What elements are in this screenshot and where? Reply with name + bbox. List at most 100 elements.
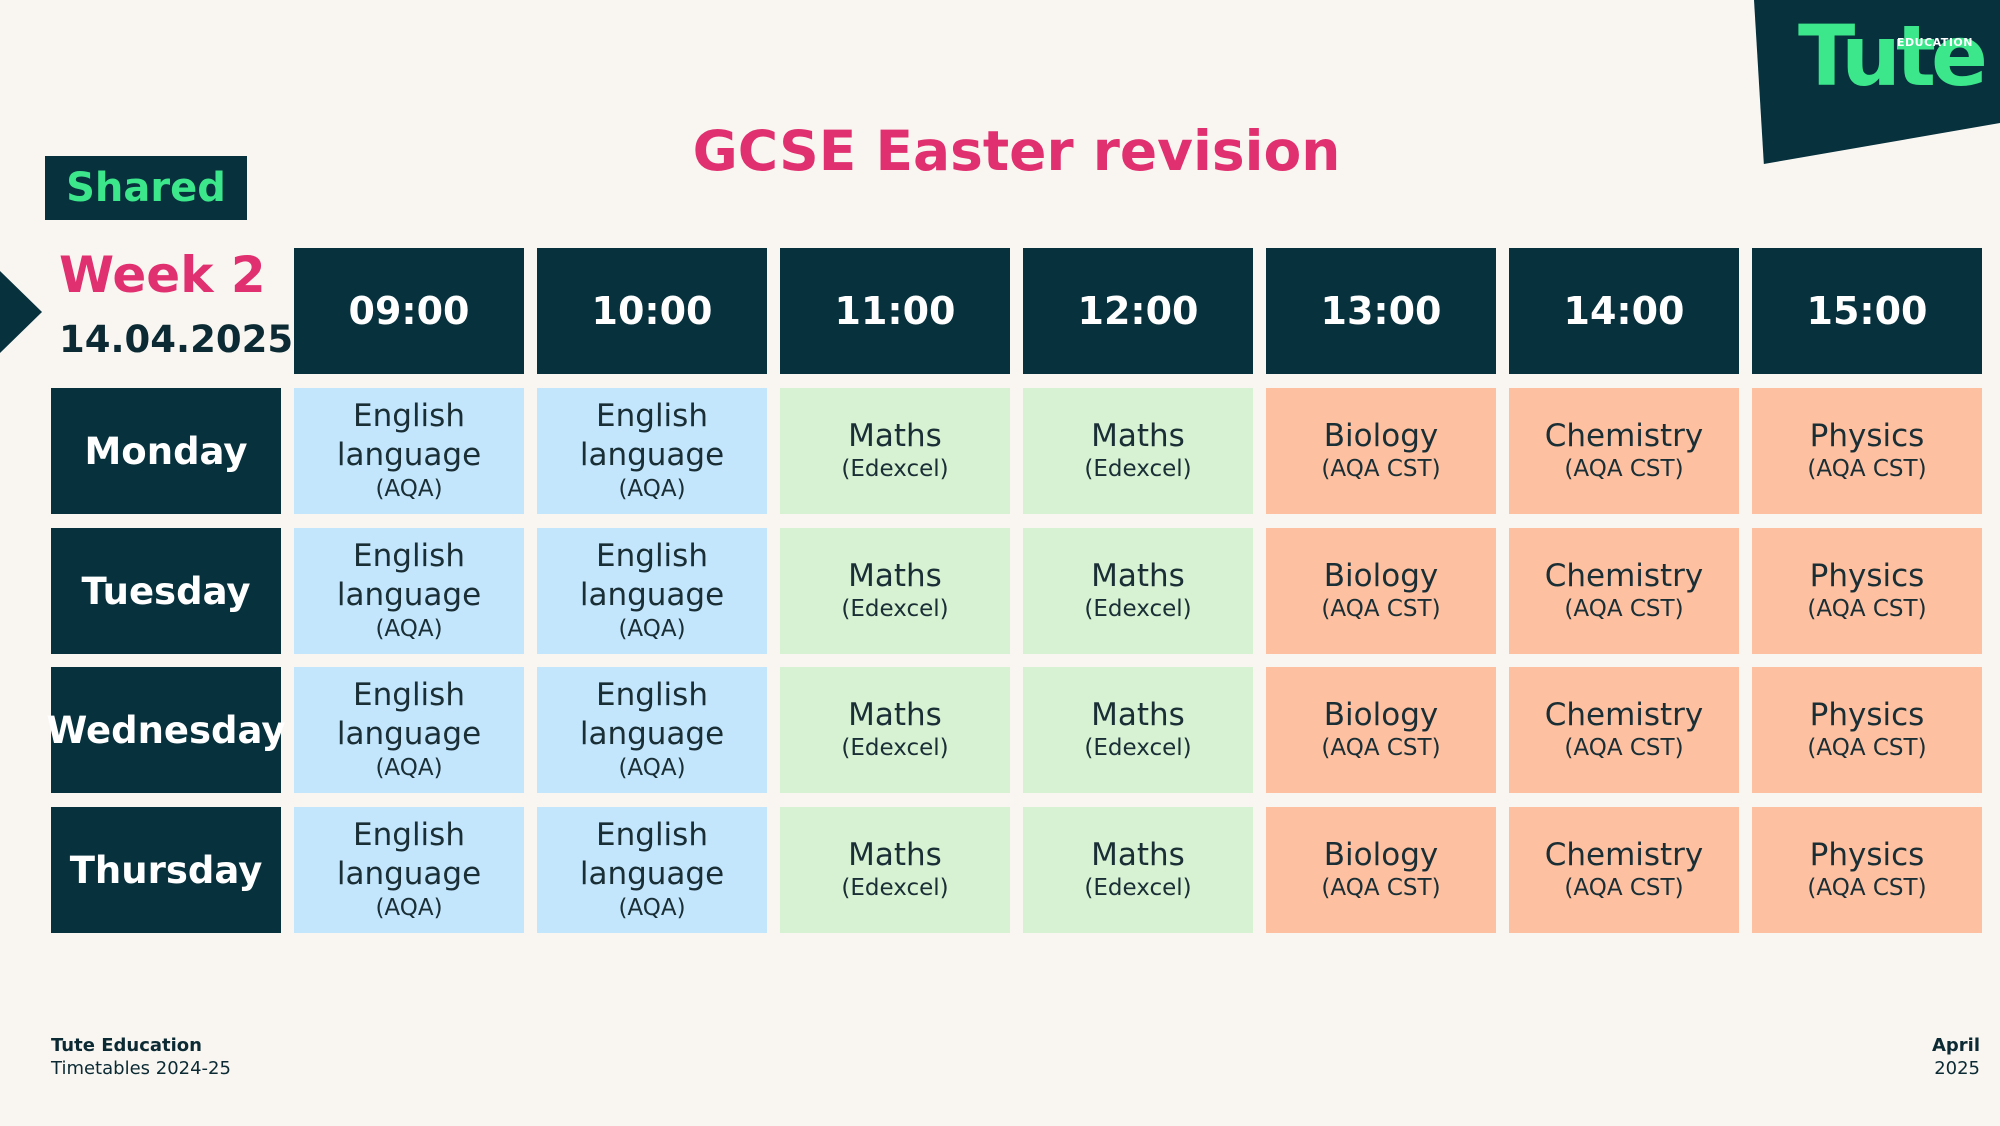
subject-name: English language <box>336 677 482 753</box>
exam-board: (Edexcel) <box>841 875 949 902</box>
subject-name: English language <box>336 398 482 474</box>
footer-subtitle: Timetables 2024-25 <box>51 1058 231 1079</box>
subject-cell: Chemistry (AQA CST) <box>1509 667 1739 793</box>
week-date: 14.04.2025 <box>59 318 294 361</box>
subject-cell: English language (AQA) <box>537 388 767 514</box>
exam-board: (Edexcel) <box>1084 596 1192 623</box>
subject-cell: Chemistry (AQA CST) <box>1509 807 1739 933</box>
exam-board: (Edexcel) <box>841 596 949 623</box>
footer-year: 2025 <box>1934 1058 1980 1079</box>
day-header-cell: Tuesday <box>51 528 281 654</box>
time-header-label: 10:00 <box>591 289 713 333</box>
subject-name: Maths <box>848 557 942 594</box>
subject-cell: Biology (AQA CST) <box>1266 528 1496 654</box>
subject-name: Biology <box>1323 836 1439 873</box>
subject-cell: Maths (Edexcel) <box>780 528 1010 654</box>
time-header-label: 12:00 <box>1077 289 1199 333</box>
time-header-label: 13:00 <box>1320 289 1442 333</box>
subject-cell: Chemistry (AQA CST) <box>1509 528 1739 654</box>
exam-board: (AQA) <box>618 475 686 502</box>
subject-cell: Physics (AQA CST) <box>1752 528 1982 654</box>
footer-org: Tute Education <box>51 1035 202 1056</box>
exam-board: (AQA CST) <box>1564 875 1684 902</box>
exam-board: (AQA) <box>618 894 686 921</box>
logo-wordmark: Tute <box>1798 7 1988 105</box>
subject-cell: English language (AQA) <box>294 667 524 793</box>
subject-cell: Maths (Edexcel) <box>780 807 1010 933</box>
subject-cell: Maths (Edexcel) <box>1023 807 1253 933</box>
logo-subtext: EDUCATION <box>1897 36 1973 49</box>
exam-board: (AQA) <box>375 754 443 781</box>
subject-name: Physics <box>1809 557 1925 594</box>
time-header-cell: 15:00 <box>1752 248 1982 374</box>
subject-cell: English language (AQA) <box>537 667 767 793</box>
subject-name: English language <box>336 817 482 893</box>
shared-badge: Shared <box>45 156 247 220</box>
exam-board: (AQA) <box>618 754 686 781</box>
subject-cell: English language (AQA) <box>294 388 524 514</box>
exam-board: (AQA CST) <box>1564 456 1684 483</box>
subject-name: Maths <box>848 417 942 454</box>
subject-name: Chemistry <box>1544 836 1704 873</box>
exam-board: (AQA CST) <box>1321 456 1441 483</box>
subject-name: Biology <box>1323 696 1439 733</box>
subject-name: Chemistry <box>1544 417 1704 454</box>
time-header-label: 11:00 <box>834 289 956 333</box>
exam-board: (AQA) <box>375 615 443 642</box>
day-header-cell: Monday <box>51 388 281 514</box>
exam-board: (AQA) <box>375 894 443 921</box>
subject-name: Maths <box>1091 417 1185 454</box>
week-label: Week 2 <box>59 246 266 304</box>
subject-cell: Maths (Edexcel) <box>780 667 1010 793</box>
day-label: Tuesday <box>81 569 251 613</box>
subject-cell: Biology (AQA CST) <box>1266 807 1496 933</box>
day-label: Thursday <box>69 848 263 892</box>
exam-board: (Edexcel) <box>841 735 949 762</box>
exam-board: (AQA CST) <box>1564 735 1684 762</box>
subject-name: English language <box>579 817 725 893</box>
day-header-cell: Wednesday <box>47 667 285 793</box>
exam-board: (Edexcel) <box>1084 456 1192 483</box>
time-header-cell: 14:00 <box>1509 248 1739 374</box>
subject-name: Biology <box>1323 557 1439 594</box>
time-header-label: 14:00 <box>1563 289 1685 333</box>
subject-cell: Physics (AQA CST) <box>1752 807 1982 933</box>
subject-cell: Physics (AQA CST) <box>1752 388 1982 514</box>
subject-name: English language <box>579 677 725 753</box>
subject-name: Maths <box>1091 696 1185 733</box>
subject-name: English language <box>579 538 725 614</box>
subject-name: Maths <box>848 836 942 873</box>
time-header-label: 09:00 <box>348 289 470 333</box>
time-header-cell: 13:00 <box>1266 248 1496 374</box>
subject-name: Chemistry <box>1544 696 1704 733</box>
exam-board: (AQA CST) <box>1807 596 1927 623</box>
subject-name: Maths <box>1091 557 1185 594</box>
subject-name: Maths <box>848 696 942 733</box>
subject-name: Physics <box>1809 696 1925 733</box>
exam-board: (AQA) <box>375 475 443 502</box>
time-header-cell: 10:00 <box>537 248 767 374</box>
exam-board: (AQA CST) <box>1807 456 1927 483</box>
subject-cell: English language (AQA) <box>537 528 767 654</box>
subject-cell: Maths (Edexcel) <box>1023 388 1253 514</box>
subject-name: English language <box>336 538 482 614</box>
time-header-cell: 09:00 <box>294 248 524 374</box>
exam-board: (Edexcel) <box>1084 875 1192 902</box>
subject-cell: Biology (AQA CST) <box>1266 388 1496 514</box>
subject-name: English language <box>579 398 725 474</box>
subject-cell: English language (AQA) <box>537 807 767 933</box>
subject-cell: English language (AQA) <box>294 528 524 654</box>
day-label: Monday <box>84 429 248 473</box>
exam-board: (AQA CST) <box>1321 875 1441 902</box>
exam-board: (Edexcel) <box>841 456 949 483</box>
arrow-marker-icon <box>0 271 42 353</box>
exam-board: (AQA) <box>618 615 686 642</box>
subject-name: Biology <box>1323 417 1439 454</box>
subject-cell: Maths (Edexcel) <box>1023 528 1253 654</box>
time-header-label: 15:00 <box>1806 289 1928 333</box>
exam-board: (AQA CST) <box>1321 735 1441 762</box>
subject-cell: Maths (Edexcel) <box>1023 667 1253 793</box>
subject-cell: Chemistry (AQA CST) <box>1509 388 1739 514</box>
subject-cell: Maths (Edexcel) <box>780 388 1010 514</box>
exam-board: (AQA CST) <box>1564 596 1684 623</box>
